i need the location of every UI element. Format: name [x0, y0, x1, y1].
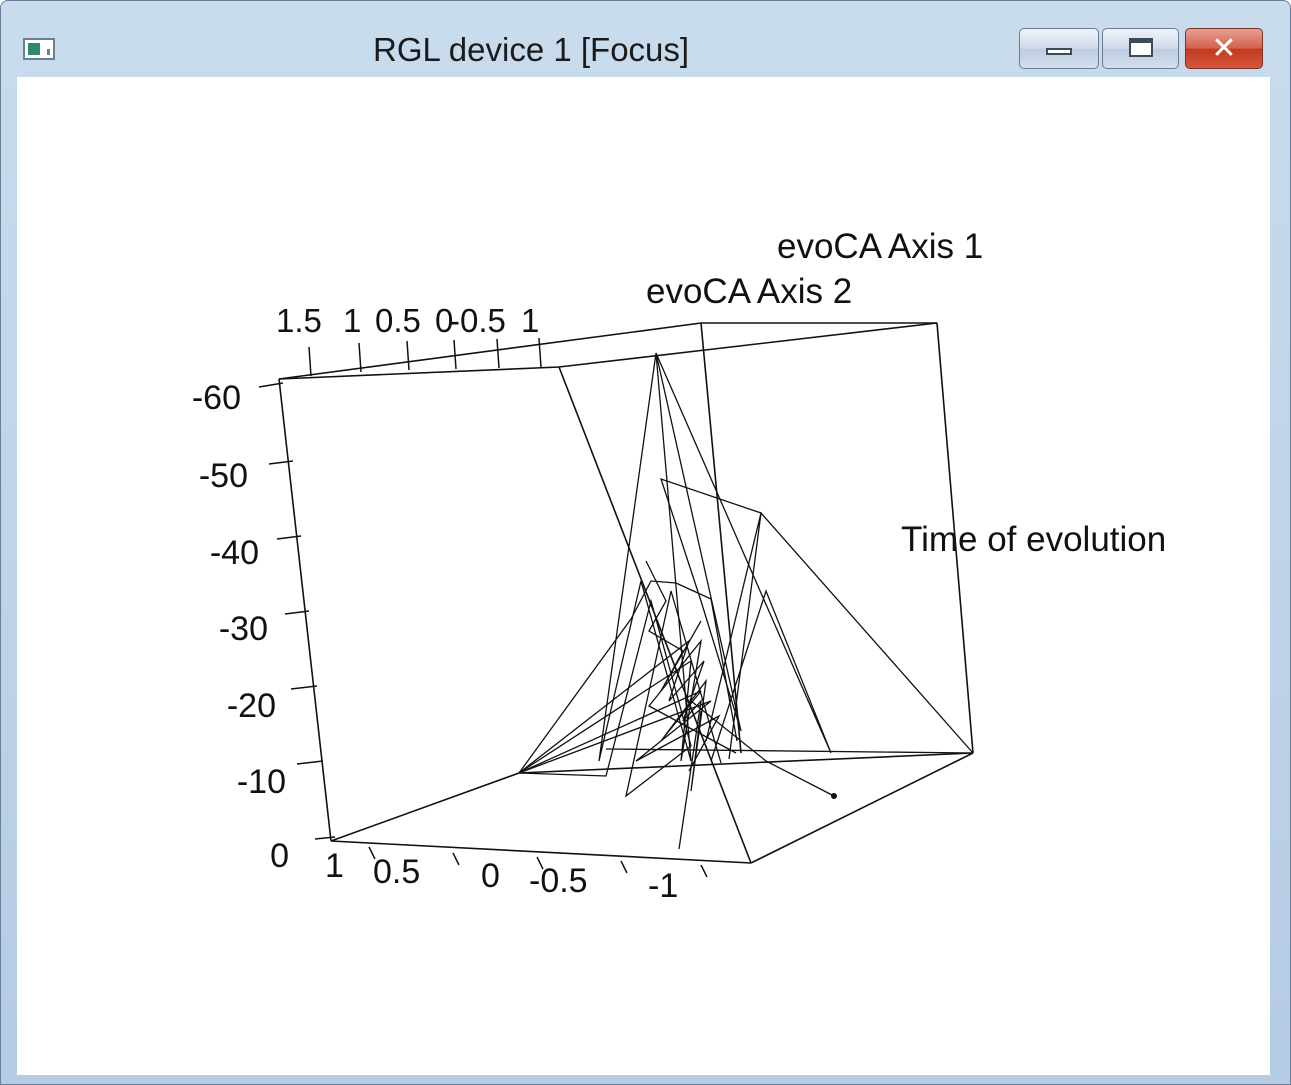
title-bar[interactable]: RGL device 1 [Focus] ✕ [1, 1, 1290, 77]
trajectory-segment [655, 352, 832, 762]
bottom-tick-label: 0.5 [373, 853, 420, 891]
top-tick-label: 1.5 [276, 302, 322, 339]
box-edge-right-vertical [936, 322, 974, 754]
time-axis-title: Time of evolution [901, 520, 1166, 559]
z-tick-label: -30 [219, 610, 268, 648]
rgl-app-icon[interactable] [23, 38, 55, 60]
bottom-tick-mark [368, 846, 376, 860]
z-tick-mark [268, 460, 294, 465]
box-edge-left-vertical [278, 378, 332, 842]
bottom-axis-labels: 1 0.5 0 -0.5 -1 [325, 847, 678, 905]
top-tick-mark [406, 340, 410, 371]
axis1-title: evoCA Axis 1 [777, 227, 983, 266]
rgl-canvas[interactable]: 0 -10 -20 -30 -40 -50 -60 1 0.5 0 -0.5 -… [17, 77, 1270, 1075]
trajectory-segment [605, 748, 974, 754]
trajectory-endpoint [831, 793, 837, 799]
top-tick-label: 1 [521, 302, 539, 339]
top-tick-mark [308, 346, 312, 377]
bottom-axis-ticks [368, 846, 708, 878]
box-edge-top-left [278, 322, 702, 380]
z-axis-labels: 0 -10 -20 -30 -40 -50 -60 [192, 379, 289, 875]
top-axis-labels: 1.5 1 0.5 0 -0.5 1 [276, 302, 539, 339]
top-tick-label: 1 [343, 302, 361, 339]
z-tick-label: -10 [237, 763, 286, 801]
z-tick-label: -20 [227, 687, 276, 725]
top-tick-mark [358, 342, 362, 373]
bottom-tick-label: 0 [481, 857, 500, 895]
close-icon: ✕ [1211, 31, 1237, 66]
maximize-button[interactable] [1102, 28, 1179, 69]
box-edge-top-right [558, 322, 938, 368]
minimize-button[interactable] [1019, 28, 1099, 69]
trajectory-segment [655, 352, 762, 760]
evolution-trajectory [518, 352, 974, 850]
close-button[interactable]: ✕ [1185, 28, 1263, 69]
z-tick-label: -50 [199, 457, 248, 495]
bottom-tick-mark [452, 852, 460, 866]
bottom-tick-label: -0.5 [529, 862, 588, 900]
box-edge-bottom-left [330, 772, 520, 842]
z-tick-mark [296, 760, 324, 765]
top-tick-mark [496, 338, 500, 369]
bottom-tick-mark [620, 860, 628, 874]
z-tick-mark [290, 685, 318, 690]
trajectory-segment [518, 580, 738, 774]
z-tick-mark [284, 610, 310, 615]
top-tick-mark [453, 339, 457, 370]
app-icon-inner [28, 43, 40, 55]
top-tick-label: 0 [435, 302, 453, 339]
z-tick-mark [314, 836, 336, 840]
top-tick-label: 0.5 [375, 302, 421, 339]
box-edge-bottom-right [750, 752, 974, 864]
bottom-tick-mark [536, 856, 544, 870]
bottom-tick-label: 1 [325, 847, 344, 885]
z-tick-mark [276, 535, 302, 540]
box-edge-bottom-back [518, 752, 974, 774]
trajectory-segment [518, 700, 721, 774]
top-tick-label: -0.5 [449, 302, 506, 339]
box-edge-top-front [278, 366, 560, 380]
z-tick-label: 0 [270, 837, 289, 875]
trajectory-segment [598, 352, 692, 762]
trajectory-segment [690, 700, 835, 797]
box-edge-bottom-front [330, 840, 752, 864]
trajectory-segment [705, 511, 974, 754]
z-axis-ticks [258, 382, 336, 840]
window-title: RGL device 1 [Focus] [373, 31, 690, 68]
minimize-icon [1046, 48, 1072, 55]
trajectory-segment [518, 590, 722, 798]
box-edge-back-vertical [700, 322, 742, 754]
bottom-tick-label: -1 [648, 867, 678, 905]
bottom-tick-mark [700, 864, 708, 878]
z-tick-label: -60 [192, 379, 241, 417]
z-tick-mark [258, 382, 284, 388]
top-tick-mark [538, 337, 542, 368]
top-axis-ticks [308, 337, 542, 377]
maximize-icon [1129, 38, 1153, 57]
app-icon-dot [47, 49, 50, 55]
plot-3d: 0 -10 -20 -30 -40 -50 -60 1 0.5 0 -0.5 -… [192, 227, 1166, 905]
bounding-box [278, 322, 974, 864]
axis2-title: evoCA Axis 2 [646, 272, 852, 311]
trajectory-segment [645, 560, 702, 692]
z-tick-label: -40 [210, 534, 259, 572]
